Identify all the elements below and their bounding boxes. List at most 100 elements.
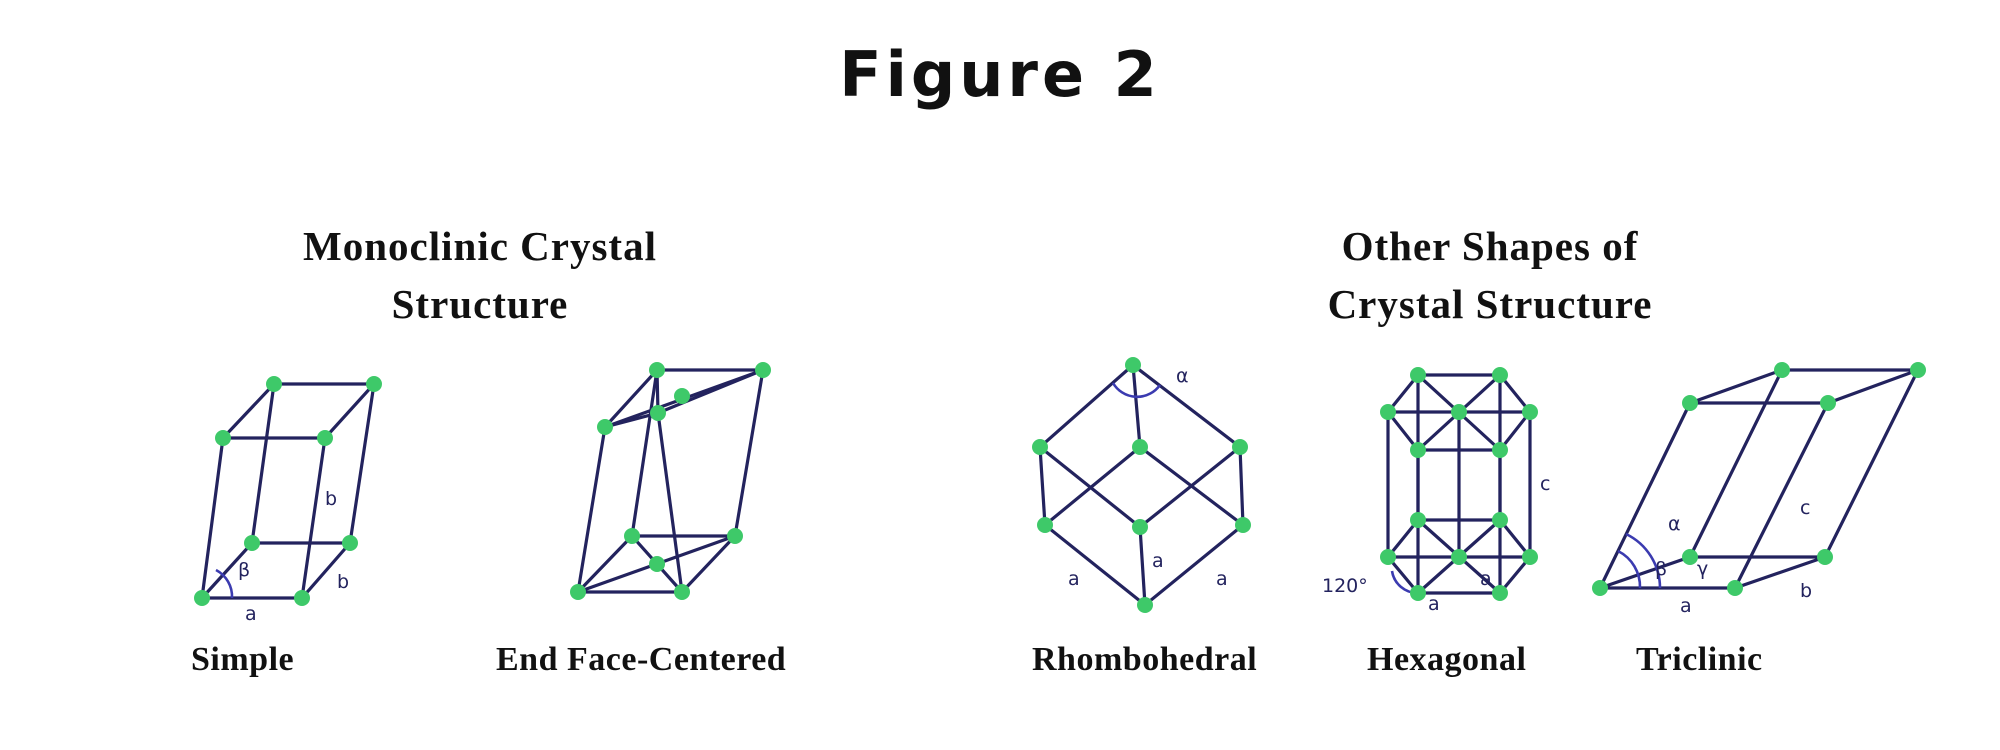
rhombo-label-a: a — [1216, 568, 1228, 590]
other-shapes-title-line2: Crystal Structure — [1327, 281, 1653, 327]
monoclinic-title-line2: Structure — [391, 281, 569, 327]
caption-rhombohedral: Rhombohedral — [1032, 641, 1258, 678]
tri-angle-arc — [1617, 549, 1642, 589]
rhombo-label-alpha: α — [1176, 365, 1189, 387]
efc-node — [570, 584, 586, 600]
tri-node — [1820, 395, 1836, 411]
tri-bottom-face — [1598, 555, 1826, 590]
efc-face-center-node — [674, 388, 690, 404]
hex-node — [1522, 549, 1538, 565]
efc-edge — [576, 425, 607, 594]
tri-node — [1817, 549, 1833, 565]
hex-node — [1410, 585, 1426, 601]
hex-label-c: c — [1540, 473, 1550, 495]
hex-center-node — [1451, 549, 1467, 565]
rhombo-edge — [1131, 363, 1142, 449]
tri-node — [1910, 362, 1926, 378]
rhombo-node — [1232, 439, 1248, 455]
monoclinic-section-title: Monoclinic Crystal Structure — [230, 217, 730, 333]
triclinic-lattice: α β γ a b c — [1592, 362, 1926, 617]
hex-node — [1410, 512, 1426, 528]
simple-monoclinic-lattice: a b b β — [194, 376, 382, 625]
rhombo-node — [1137, 597, 1153, 613]
hex-node — [1410, 442, 1426, 458]
simple-edge — [348, 382, 376, 545]
efc-node — [649, 362, 665, 378]
hex-node — [1380, 549, 1396, 565]
hexagonal-lattice: 120° a a c — [1322, 367, 1550, 615]
tri-node — [1727, 580, 1743, 596]
tri-edge — [1688, 368, 1784, 559]
efc-node — [674, 584, 690, 600]
tri-node — [1682, 549, 1698, 565]
rhombo-node — [1132, 439, 1148, 455]
efc-edge — [733, 368, 765, 538]
rhombo-alpha-arc — [1111, 382, 1162, 399]
rhombo-node — [1032, 439, 1048, 455]
rhombo-edge — [1138, 445, 1245, 527]
simple-label-a: a — [245, 603, 257, 625]
efc-face-center-node — [649, 556, 665, 572]
simple-node — [294, 590, 310, 606]
simple-node — [317, 430, 333, 446]
caption-hexagonal: Hexagonal — [1367, 641, 1527, 678]
simple-edge — [250, 382, 276, 545]
rhombo-edge — [1138, 445, 1242, 529]
simple-node — [194, 590, 210, 606]
tri-label-alpha: α — [1668, 513, 1681, 535]
hex-node — [1492, 512, 1508, 528]
rhombo-label-a: a — [1068, 568, 1080, 590]
caption-simple: Simple — [191, 641, 295, 678]
tri-top-face — [1688, 368, 1919, 405]
tri-label-c: c — [1800, 497, 1810, 519]
simple-edge — [300, 436, 327, 600]
monoclinic-title-line1: Monoclinic Crystal — [303, 223, 657, 269]
tri-edge — [1823, 368, 1920, 559]
rhombo-edge — [1138, 525, 1147, 607]
tri-label-beta: β — [1655, 558, 1667, 580]
tri-node — [1682, 395, 1698, 411]
other-shapes-section-title: Other Shapes of Crystal Structure — [1220, 217, 1760, 333]
rhombo-edge — [1043, 445, 1142, 527]
figure-title: Figure 2 — [839, 38, 1161, 111]
hex-node — [1492, 367, 1508, 383]
tri-label-b: b — [1800, 580, 1812, 602]
tri-label-gamma: γ — [1697, 558, 1708, 580]
simple-edge — [200, 436, 225, 600]
efc-node — [597, 419, 613, 435]
hex-node — [1522, 404, 1538, 420]
hex-center-node — [1451, 404, 1467, 420]
tri-node — [1592, 580, 1608, 596]
tri-edge — [1598, 401, 1692, 590]
simple-beta-arc — [215, 568, 234, 599]
simple-node — [244, 535, 260, 551]
caption-end-face-centered: End Face-Centered — [496, 641, 787, 678]
tri-label-a: a — [1680, 595, 1692, 617]
efc-node — [755, 362, 771, 378]
hex-node — [1492, 442, 1508, 458]
rhombo-node — [1125, 357, 1141, 373]
efc-edge — [656, 411, 684, 594]
caption-triclinic: Triclinic — [1636, 641, 1763, 678]
rhombo-node — [1235, 517, 1251, 533]
efc-node — [727, 528, 743, 544]
hex-node — [1492, 585, 1508, 601]
end-face-centered-lattice — [570, 362, 771, 600]
rhombo-node — [1132, 519, 1148, 535]
simple-node — [215, 430, 231, 446]
simple-top-face — [221, 382, 378, 440]
simple-bottom-face — [200, 541, 354, 600]
simple-node — [366, 376, 382, 392]
rhombohedral-lattice: α a a a — [1032, 357, 1251, 613]
hex-label-angle: 120° — [1322, 575, 1368, 597]
simple-node — [342, 535, 358, 551]
other-shapes-title-line1: Other Shapes of — [1341, 223, 1639, 269]
hex-node — [1380, 404, 1396, 420]
efc-node — [624, 528, 640, 544]
tri-angle-arc — [1625, 532, 1662, 589]
rhombo-node — [1037, 517, 1053, 533]
rhombo-label-a: a — [1152, 550, 1164, 572]
hex-node — [1410, 367, 1426, 383]
efc-edge — [630, 368, 659, 538]
